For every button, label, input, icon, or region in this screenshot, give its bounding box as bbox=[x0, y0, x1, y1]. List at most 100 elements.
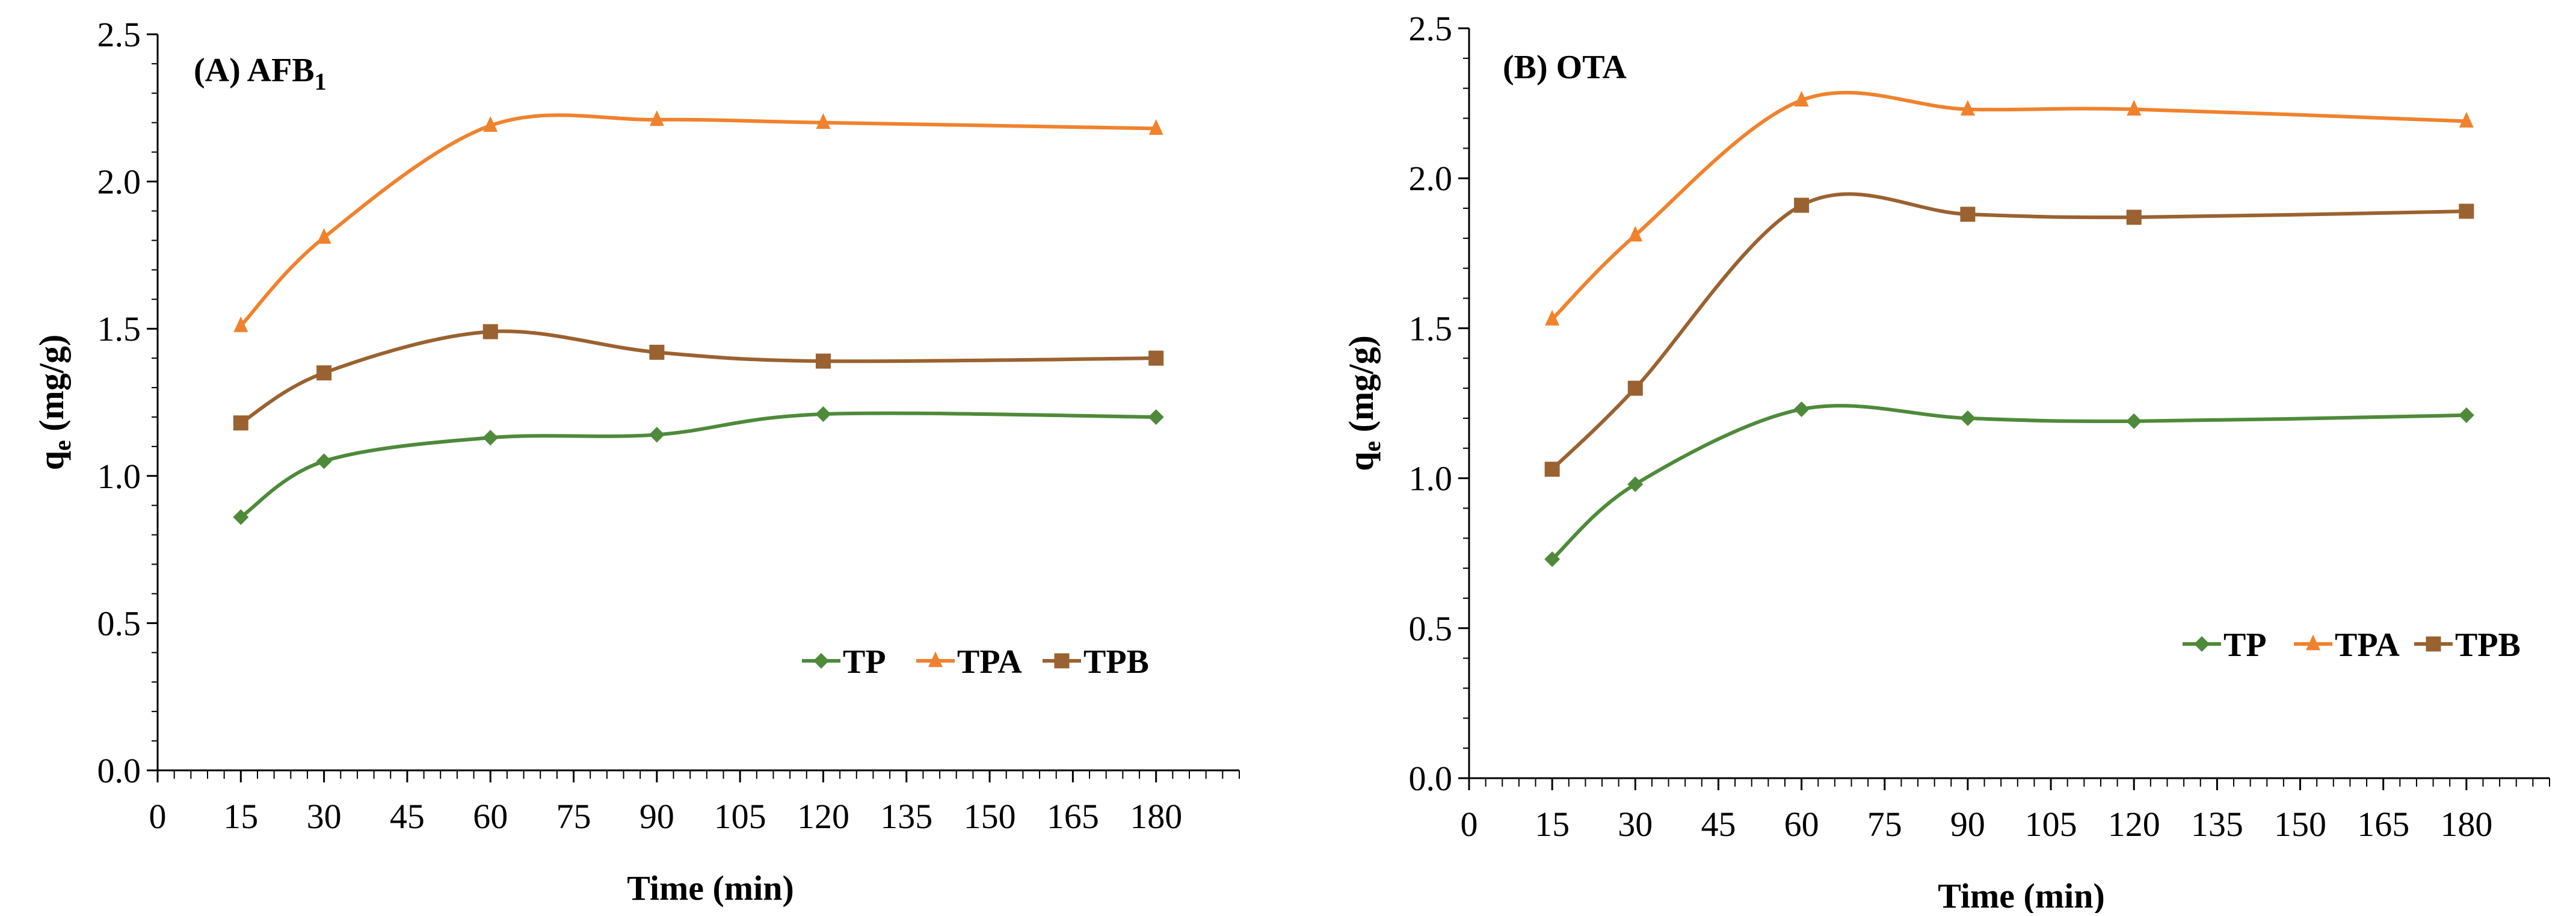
data-point-tpa bbox=[1545, 309, 1560, 326]
x-tick-label: 90 bbox=[1950, 805, 1985, 844]
legend-marker-tpa bbox=[2306, 634, 2320, 651]
panel-title-main: (B) OTA bbox=[1503, 49, 1627, 86]
data-point-tpa bbox=[1794, 91, 1809, 107]
y-tick-label: 2.0 bbox=[97, 162, 141, 202]
y-tick-label: 2.5 bbox=[97, 15, 141, 54]
legend: TP TPA TPB bbox=[802, 643, 1149, 681]
y-tick-label: 1.5 bbox=[97, 309, 141, 348]
data-point-tpb bbox=[316, 365, 332, 381]
legend: TP TPA TPB bbox=[2183, 627, 2521, 664]
data-point-tpb bbox=[233, 415, 248, 431]
y-tick-label: 1.5 bbox=[1409, 309, 1453, 348]
data-point-tpb bbox=[1794, 197, 1810, 213]
y-axis-title: qe (mg/g) bbox=[1342, 335, 1385, 471]
series-tpa bbox=[1545, 90, 2474, 326]
series-line-tpa bbox=[239, 113, 1156, 327]
x-tick-label: 120 bbox=[797, 797, 849, 836]
series-tpa bbox=[233, 110, 1163, 332]
x-tick-label: 165 bbox=[1047, 797, 1099, 836]
x-tick-label: 45 bbox=[1701, 805, 1736, 844]
data-point-tpa bbox=[233, 316, 248, 332]
y-tick-label: 1.0 bbox=[97, 457, 141, 496]
x-axis-title: Time (min) bbox=[1938, 876, 2105, 913]
data-point-tp bbox=[1793, 401, 1810, 417]
legend-marker-tpb bbox=[2426, 636, 2441, 652]
x-tick-label: 135 bbox=[2191, 805, 2243, 844]
series-tpb bbox=[233, 324, 1164, 431]
data-point-tp bbox=[815, 406, 831, 422]
x-axis-title: Time (min) bbox=[627, 868, 794, 908]
y-axis-title-subscript: e bbox=[1358, 441, 1385, 452]
panel-title: (A) AFB1 bbox=[194, 52, 327, 95]
data-point-tpa bbox=[649, 110, 664, 126]
panel-title-main: (A) AFB bbox=[194, 52, 315, 89]
y-tick-label: 0.5 bbox=[1409, 609, 1453, 648]
legend-label-tpa: TPA bbox=[2335, 627, 2400, 664]
data-point-tpa bbox=[1960, 99, 1975, 116]
legend-label-tp: TP bbox=[843, 643, 886, 681]
x-tick-label: 60 bbox=[1784, 805, 1819, 844]
series-line-tpb bbox=[239, 329, 1156, 425]
data-point-tp bbox=[1148, 409, 1164, 425]
x-tick-label: 165 bbox=[2357, 805, 2409, 844]
data-point-tpa bbox=[816, 113, 831, 129]
data-point-tp bbox=[2126, 413, 2142, 429]
y-axis-title-main: q bbox=[1342, 452, 1381, 471]
x-tick-label: 45 bbox=[390, 797, 425, 836]
data-point-tpb bbox=[2459, 203, 2474, 219]
y-tick-label: 1.0 bbox=[1409, 459, 1453, 498]
data-point-tp bbox=[482, 430, 499, 446]
legend-label-tpa: TPA bbox=[957, 643, 1022, 681]
panel-a-afb1: 0.0 0.5 1.0 1.5 2.0 2.5 0 15 30 45 60 75 90 105 120 135… bbox=[32, 15, 1240, 908]
panel-title: (B) OTA bbox=[1503, 49, 1627, 86]
x-tick-label: 75 bbox=[1867, 805, 1902, 844]
series-tpb bbox=[1544, 192, 2474, 477]
legend-label-tpb: TPB bbox=[1083, 643, 1149, 681]
data-point-tp bbox=[649, 427, 665, 443]
data-point-tpb bbox=[1148, 350, 1164, 366]
legend-marker-tpa bbox=[928, 651, 943, 667]
legend-marker-tp bbox=[2194, 636, 2210, 652]
x-tick-label: 105 bbox=[2025, 805, 2077, 844]
x-tick-label: 180 bbox=[2440, 805, 2492, 844]
y-tick-label: 0.0 bbox=[97, 751, 141, 790]
x-tick-label: 90 bbox=[639, 797, 674, 836]
data-point-tpb bbox=[815, 353, 831, 369]
y-axis-title-subscript: e bbox=[49, 440, 76, 451]
legend-label-tp: TP bbox=[2223, 627, 2267, 664]
data-point-tp bbox=[1627, 476, 1644, 492]
series-line-tp bbox=[1551, 404, 2467, 561]
data-point-tpb bbox=[2126, 209, 2142, 225]
data-point-tpb bbox=[1627, 380, 1643, 396]
y-tick-label: 0.5 bbox=[97, 604, 141, 643]
y-axis-title: qe (mg/g) bbox=[32, 335, 76, 471]
x-tick-label: 60 bbox=[473, 797, 508, 836]
x-tick-label: 150 bbox=[964, 797, 1016, 836]
x-tick-label: 135 bbox=[880, 797, 932, 836]
x-tick-label: 150 bbox=[2274, 805, 2326, 844]
series-line-tpb bbox=[1551, 192, 2467, 471]
y-axis-title-units: (mg/g) bbox=[32, 335, 71, 441]
data-point-tpa bbox=[1628, 226, 1643, 242]
data-point-tpa bbox=[1148, 119, 1163, 135]
data-point-tp bbox=[233, 509, 249, 525]
data-point-tpa bbox=[2127, 99, 2142, 116]
panel-title-subscript: 1 bbox=[315, 68, 327, 95]
x-tick-label: 0 bbox=[1461, 805, 1478, 844]
x-tick-label: 75 bbox=[556, 797, 591, 836]
x-tick-label: 105 bbox=[714, 797, 766, 836]
series-tp bbox=[1544, 401, 2474, 568]
series-line-tpa bbox=[1551, 90, 2467, 321]
data-point-tpb bbox=[482, 324, 498, 339]
y-tick-label: 2.0 bbox=[1409, 159, 1453, 198]
x-tick-label: 30 bbox=[1618, 805, 1653, 844]
data-point-tpb bbox=[1960, 206, 1976, 222]
series-tp bbox=[233, 406, 1164, 525]
data-point-tpb bbox=[649, 344, 665, 360]
panel-b-ota: 0.0 0.5 1.0 1.5 2.0 2.5 0 15 30 45 60 75 90 105 120 135… bbox=[1342, 9, 2550, 915]
y-axis-title-units: (mg/g) bbox=[1342, 335, 1381, 441]
y-tick-label: 0.0 bbox=[1409, 759, 1453, 798]
data-point-tp bbox=[1544, 551, 1561, 568]
data-point-tpa bbox=[316, 227, 331, 244]
